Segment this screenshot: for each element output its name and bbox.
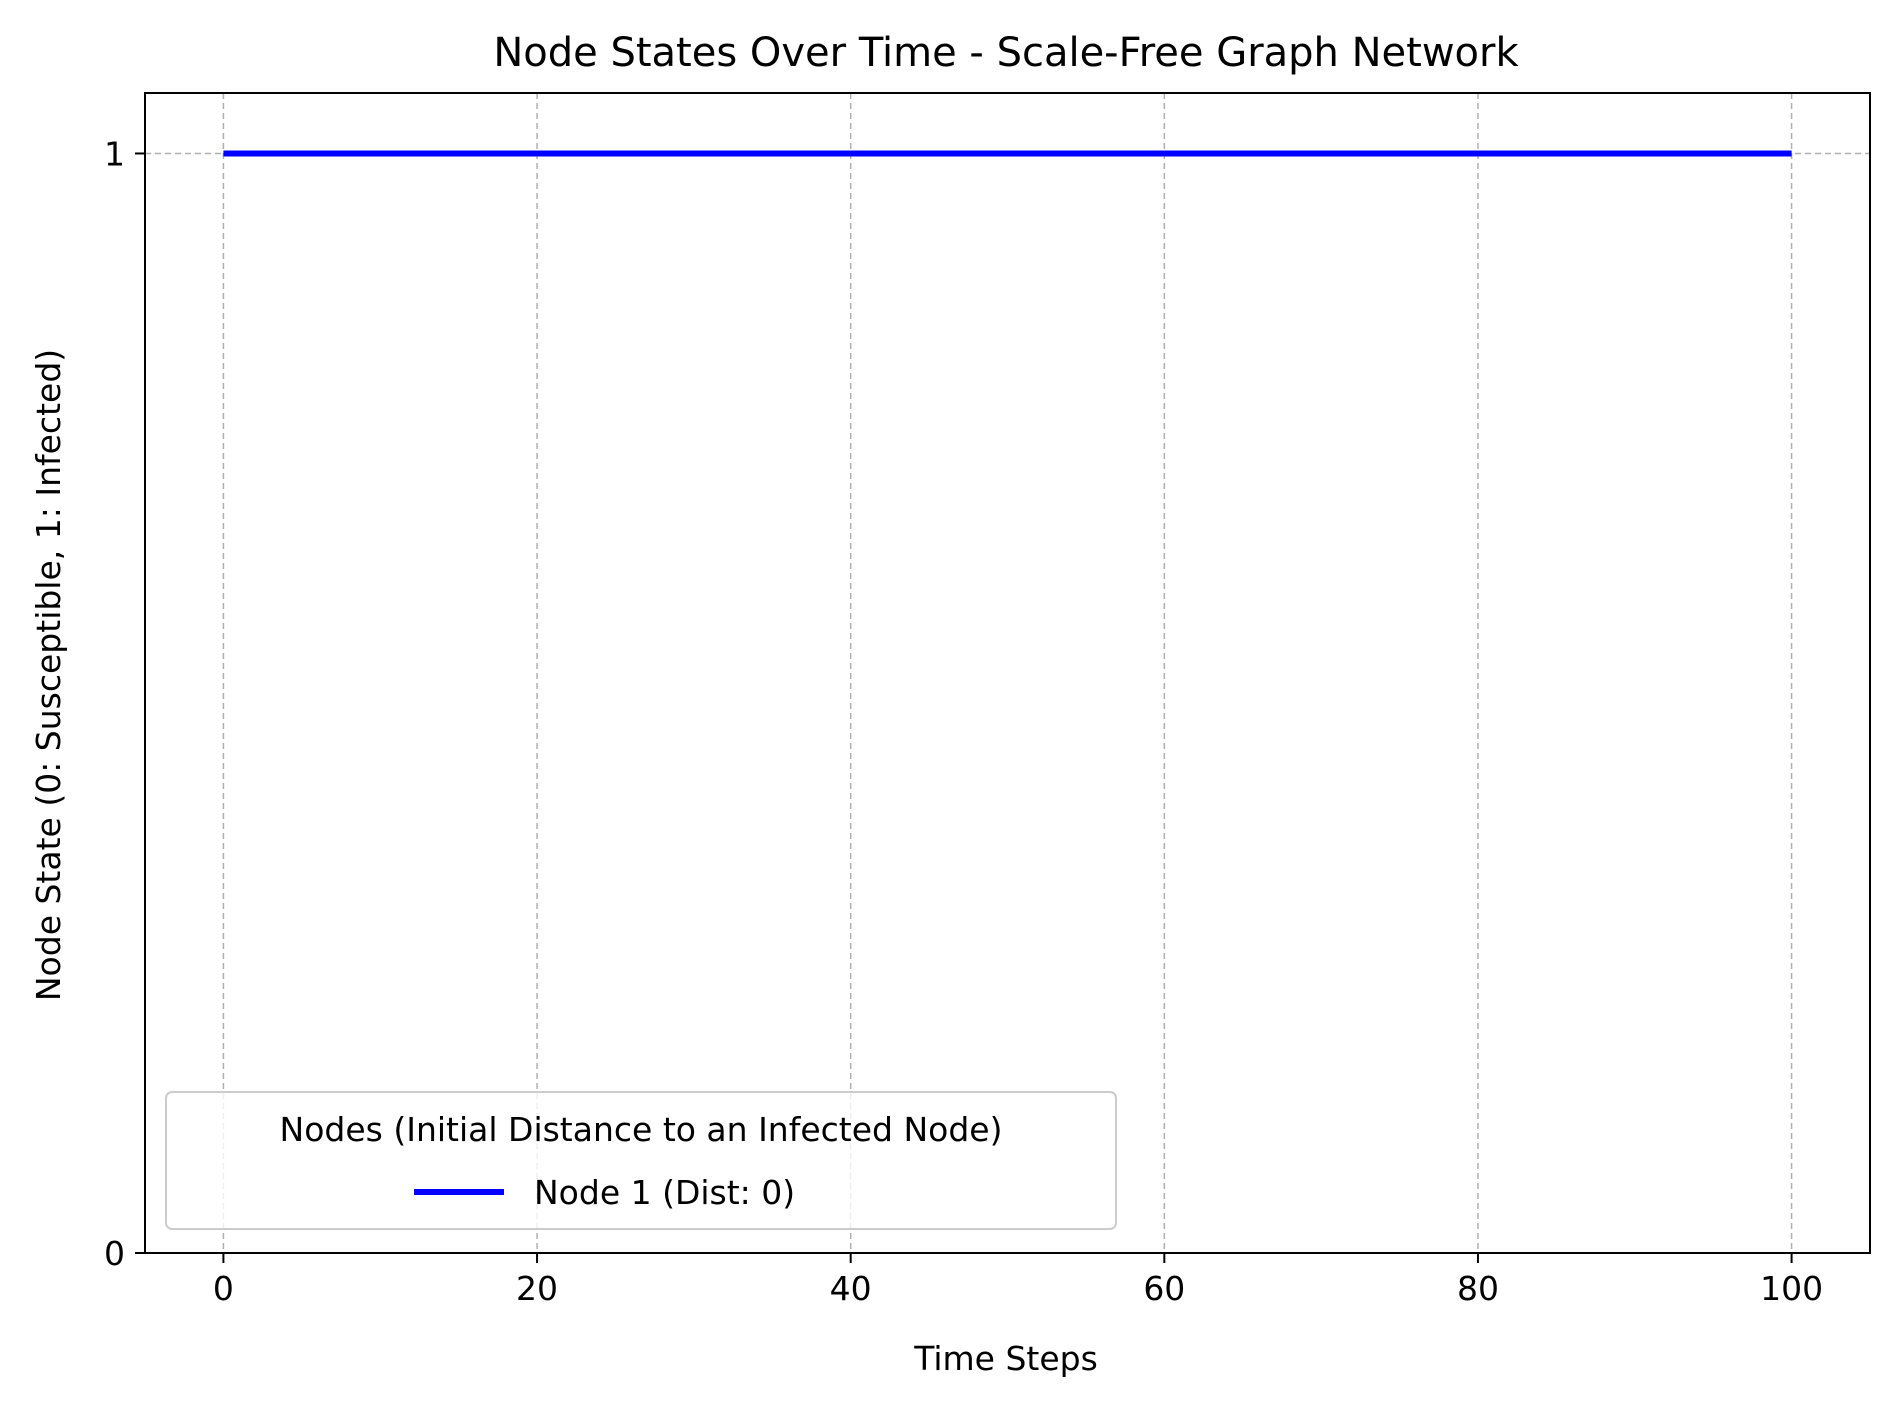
y-tick-label: 1: [104, 134, 125, 173]
x-tick-label: 60: [1143, 1269, 1185, 1308]
legend: Nodes (Initial Distance to an Infected N…: [166, 1092, 1116, 1229]
legend-entry-node-1: Node 1 (Dist: 0): [534, 1173, 795, 1212]
x-tick-label: 40: [830, 1269, 872, 1308]
legend-title: Nodes (Initial Distance to an Infected N…: [280, 1110, 1003, 1149]
y-axis-label: Node State (0: Susceptible, 1: Infected): [29, 349, 68, 1001]
x-tick-label: 100: [1760, 1269, 1823, 1308]
y-tick-label: 0: [104, 1234, 125, 1273]
x-tick-label: 80: [1457, 1269, 1499, 1308]
x-tick-label: 20: [516, 1269, 558, 1308]
x-tick-label: 0: [213, 1269, 234, 1308]
chart-title: Node States Over Time - Scale-Free Graph…: [493, 30, 1519, 76]
x-axis-label: Time Steps: [913, 1339, 1098, 1378]
